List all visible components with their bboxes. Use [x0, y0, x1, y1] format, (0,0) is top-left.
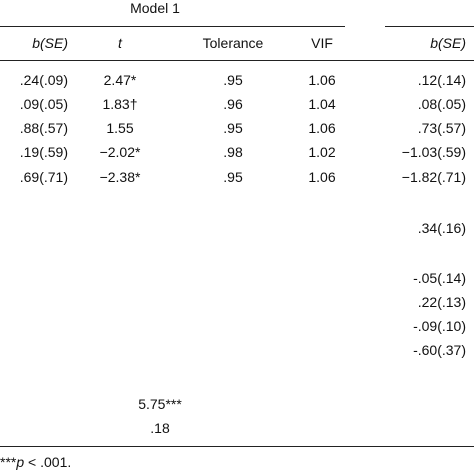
table-cell: 1.02: [308, 144, 336, 160]
footnote-text: < .001.: [28, 454, 72, 470]
table-cell: .34(.16): [417, 220, 466, 236]
table-cell: -.05(.14): [413, 270, 466, 286]
table-cell: .88(.57): [19, 120, 68, 136]
table-cell: 1.06: [308, 72, 336, 88]
footnote-marker: ***: [0, 454, 17, 470]
table-cell: .09(.05): [19, 96, 68, 112]
column-header: b(SE): [430, 35, 466, 51]
footnote: ***p < .001.: [0, 453, 71, 471]
table-cell: .19(.59): [19, 144, 68, 160]
column-header: b(SE): [32, 35, 68, 51]
table-cell: −2.02*: [99, 144, 141, 160]
table-cell: 1.83†: [102, 96, 138, 112]
table-cell: .95: [223, 169, 243, 185]
table-cell: 5.75***: [138, 396, 182, 412]
table-cell: 1.06: [308, 120, 336, 136]
column-header: VIF: [311, 35, 333, 51]
table-cell: 1.55: [106, 120, 134, 136]
table-cell: .98: [223, 144, 243, 160]
table-cell: .08(.05): [417, 96, 466, 112]
table-cell: -.09(.10): [413, 318, 466, 334]
table-cell: .22(.13): [417, 294, 466, 310]
table-cell: −2.38*: [99, 169, 141, 185]
rule-top-left: [0, 26, 345, 27]
table-cell: .95: [223, 120, 243, 136]
table-cell: .73(.57): [417, 120, 466, 136]
table-cell: −1.82(.71): [401, 169, 466, 185]
rule-header: [0, 60, 474, 61]
group-header: Model 1: [130, 0, 180, 16]
rule-top-right: [385, 26, 474, 27]
table-cell: .18: [150, 420, 170, 436]
column-header: Tolerance: [202, 35, 264, 51]
table-cell: .95: [223, 72, 243, 88]
table-cell: 1.04: [308, 96, 336, 112]
table-cell: 2.47*: [103, 72, 137, 88]
rule-bottom: [0, 446, 474, 447]
table-cell: .69(.71): [19, 169, 68, 185]
table-cell: 1.06: [308, 169, 336, 185]
table-cell: .12(.14): [417, 72, 466, 88]
table-cell: -.60(.37): [413, 342, 466, 358]
table-cell: .24(.09): [19, 72, 68, 88]
footnote-symbol: p: [16, 454, 25, 470]
table-cell: .96: [223, 96, 243, 112]
column-header: t: [118, 35, 122, 51]
table-cell: −1.03(.59): [401, 144, 466, 160]
